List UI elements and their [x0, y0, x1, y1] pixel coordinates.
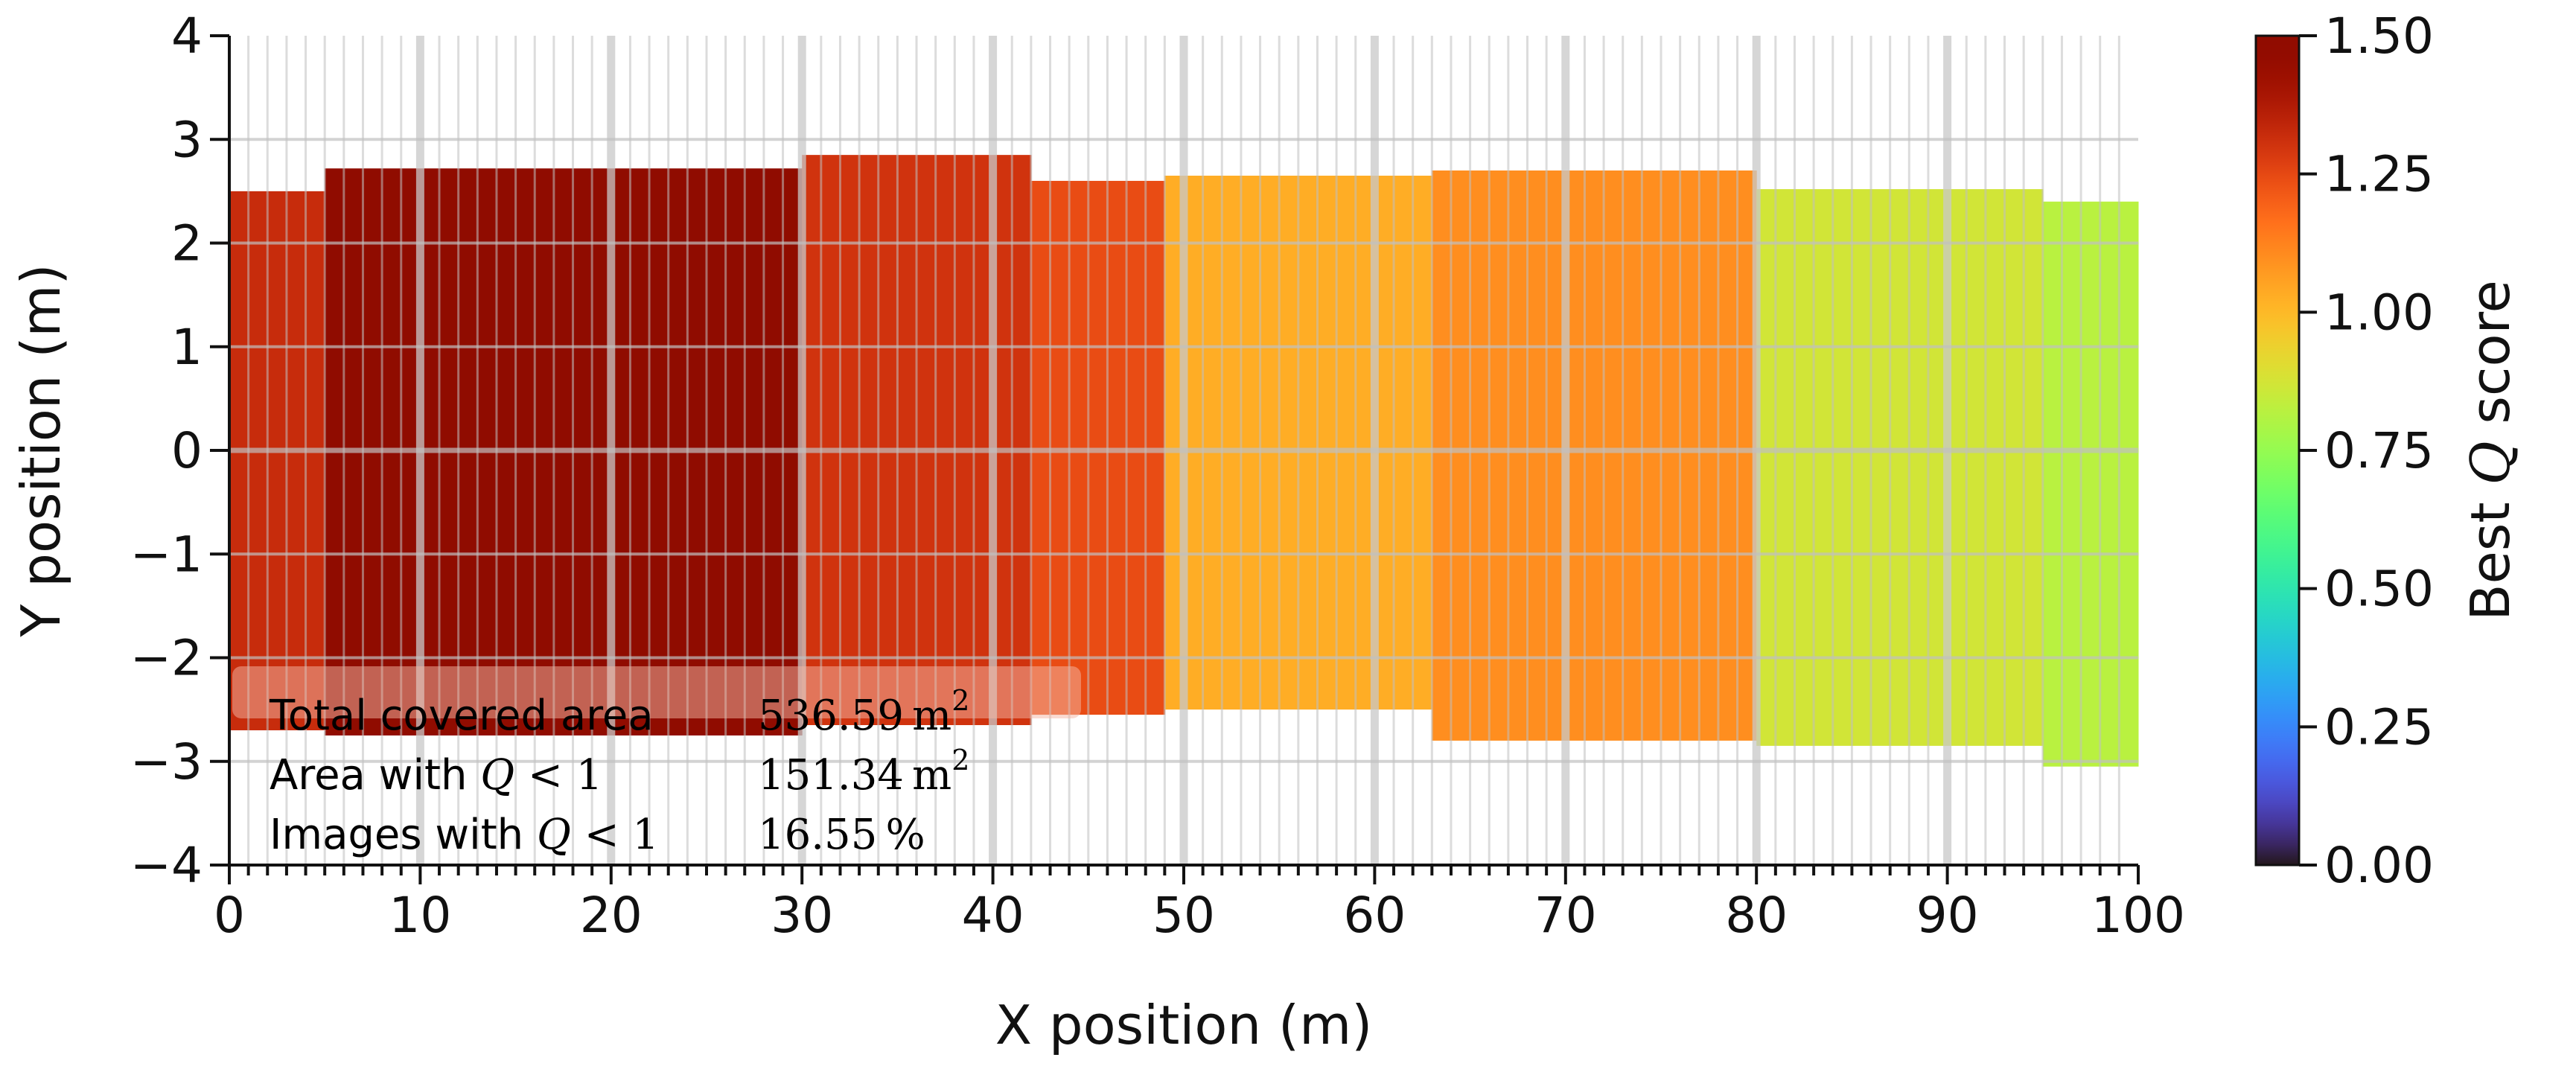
x-tick-label: 0: [214, 887, 245, 944]
colorbar-tick-label: 0.00: [2324, 837, 2434, 894]
annotation-highlight-box: [232, 666, 1081, 718]
stats-annotation: Total covered area 536.59 m2 Area with Q <…: [232, 666, 1081, 859]
colorbar: 0.00 0.25 0.50 0.75 1.00 1.25 1.50 Best Q score: [2254, 7, 2522, 894]
colorbar-tick-label: 1.25: [2324, 146, 2434, 203]
x-tick-label: 40: [962, 887, 1024, 944]
y-tick-label: 0: [171, 422, 203, 479]
annotation-value: 536.59 m2: [758, 684, 969, 740]
colorbar-tick-label: 0.50: [2324, 561, 2434, 618]
colorbar-tick-label: 1.50: [2324, 7, 2434, 65]
y-tick-label: 1: [171, 319, 203, 376]
x-tick-label: 70: [1534, 887, 1597, 944]
annotation-value: 151.34 m2: [758, 744, 969, 800]
annotation-label: Area with Q < 1: [270, 751, 602, 800]
colorbar-gradient: [2254, 34, 2301, 867]
x-tick-label: 50: [1152, 887, 1215, 944]
colorbar-tick-label: 0.75: [2324, 422, 2434, 479]
colorbar-tick-label: 1.00: [2324, 284, 2434, 341]
x-tick-label: 30: [771, 887, 833, 944]
x-tick-label: 60: [1343, 887, 1406, 944]
y-tick-label: 4: [171, 7, 203, 65]
coverage-strip-6: [1756, 189, 2044, 746]
y-axis-title: Y position (m): [10, 264, 72, 637]
y-tick-label: 2: [171, 215, 203, 272]
x-tick-label: 100: [2091, 887, 2185, 944]
y-tick-label: −4: [130, 837, 203, 894]
coverage-strip-5: [1432, 170, 1757, 741]
x-axis-title: X position (m): [995, 994, 1373, 1056]
y-tick-label: 3: [171, 111, 203, 168]
x-tick-label: 20: [580, 887, 643, 944]
x-tick-label: 10: [389, 887, 451, 944]
colorbar-title: Best Q score: [2459, 280, 2522, 621]
annotation-value: 16.55 %: [758, 811, 925, 859]
y-tick-label: −2: [130, 630, 203, 687]
y-tick-label: −3: [130, 733, 203, 791]
coverage-strip-7: [2042, 201, 2139, 767]
annotation-label: Total covered area: [269, 692, 654, 740]
y-tick-label: −1: [130, 526, 203, 583]
axes: 0 10 20 30 40 50 60 70 80 90 100 −4 −3 −2 −1 0 1 2 3 4 X pos…: [10, 7, 2185, 1056]
x-tick-label: 80: [1725, 887, 1788, 944]
coverage-strip-0: [229, 191, 325, 730]
colorbar-tick-label: 0.25: [2324, 698, 2434, 756]
annotation-label: Images with Q < 1: [270, 811, 659, 859]
x-tick-label: 90: [1916, 887, 1979, 944]
grid-lines: [229, 36, 2138, 865]
